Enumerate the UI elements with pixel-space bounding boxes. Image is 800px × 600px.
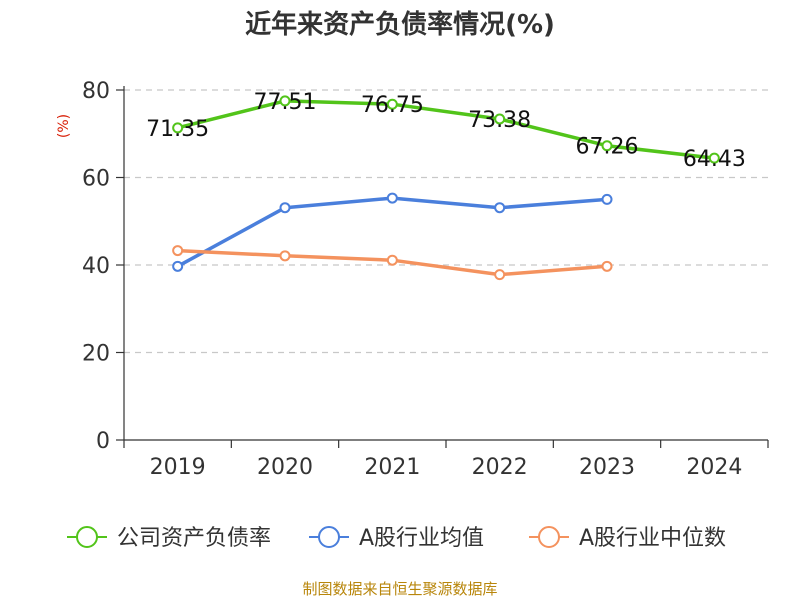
data-point [279,202,291,214]
legend-item-1: A股行业均值 [309,526,484,551]
x-tick-label: 2024 [686,455,742,480]
data-label-layer: 71.35 77.51 76.75 73.38 67.26 64.43 [146,90,746,172]
source-note: 制图数据来自恒生聚源数据库 [302,580,497,598]
legend-label: 公司资产负债率 [117,526,271,551]
grid-layer [124,89,768,354]
legend-swatch-marker [538,526,560,548]
x-tick-label: 2020 [257,455,313,480]
data-point [494,202,506,214]
x-tick-label: 2022 [472,455,528,480]
data-point [386,192,398,204]
data-label: 73.38 [468,108,531,133]
y-tick-label: 0 [96,429,110,454]
y-axis-label: (%) [56,114,72,138]
x-tick-label: 2021 [364,455,420,480]
y-tick-label: 60 [82,167,110,192]
y-tick-label: 40 [82,254,110,279]
data-point [172,245,184,257]
data-point [494,113,506,125]
axis-layer: 0 20 40 60 80 2019 2020 2021 2022 2023 2024 [82,79,769,480]
y-tick-label: 80 [82,79,110,104]
y-tick-label: 20 [82,342,110,367]
legend-item-0: 公司资产负债率 [67,526,271,551]
legend-label: A股行业中位数 [579,526,726,551]
x-tick-label: 2019 [150,455,206,480]
x-tick-label: 2023 [579,455,635,480]
chart-title: 近年来资产负债率情况(%) [245,9,555,40]
data-point [279,250,291,262]
data-label: 71.35 [146,117,209,142]
data-label: 77.51 [254,90,317,115]
data-point [708,152,720,164]
legend-swatch-marker [318,526,340,548]
data-point [386,254,398,266]
data-point [601,193,613,205]
data-point [386,98,398,110]
data-point [601,260,613,272]
legend-label: A股行业均值 [359,526,484,551]
data-label: 67.26 [576,135,639,160]
data-point [172,122,184,134]
legend-swatch-marker [76,526,98,548]
series-line-0 [175,99,717,160]
data-point [172,260,184,272]
data-point [494,269,506,281]
legend: 公司资产负债率 A股行业均值 A股行业中位数 [67,526,726,551]
data-point [601,140,613,152]
series-layer [172,95,720,281]
data-label: 64.43 [683,147,746,172]
data-label: 76.75 [361,93,424,118]
data-point [279,95,291,107]
legend-item-2: A股行业中位数 [529,526,726,551]
